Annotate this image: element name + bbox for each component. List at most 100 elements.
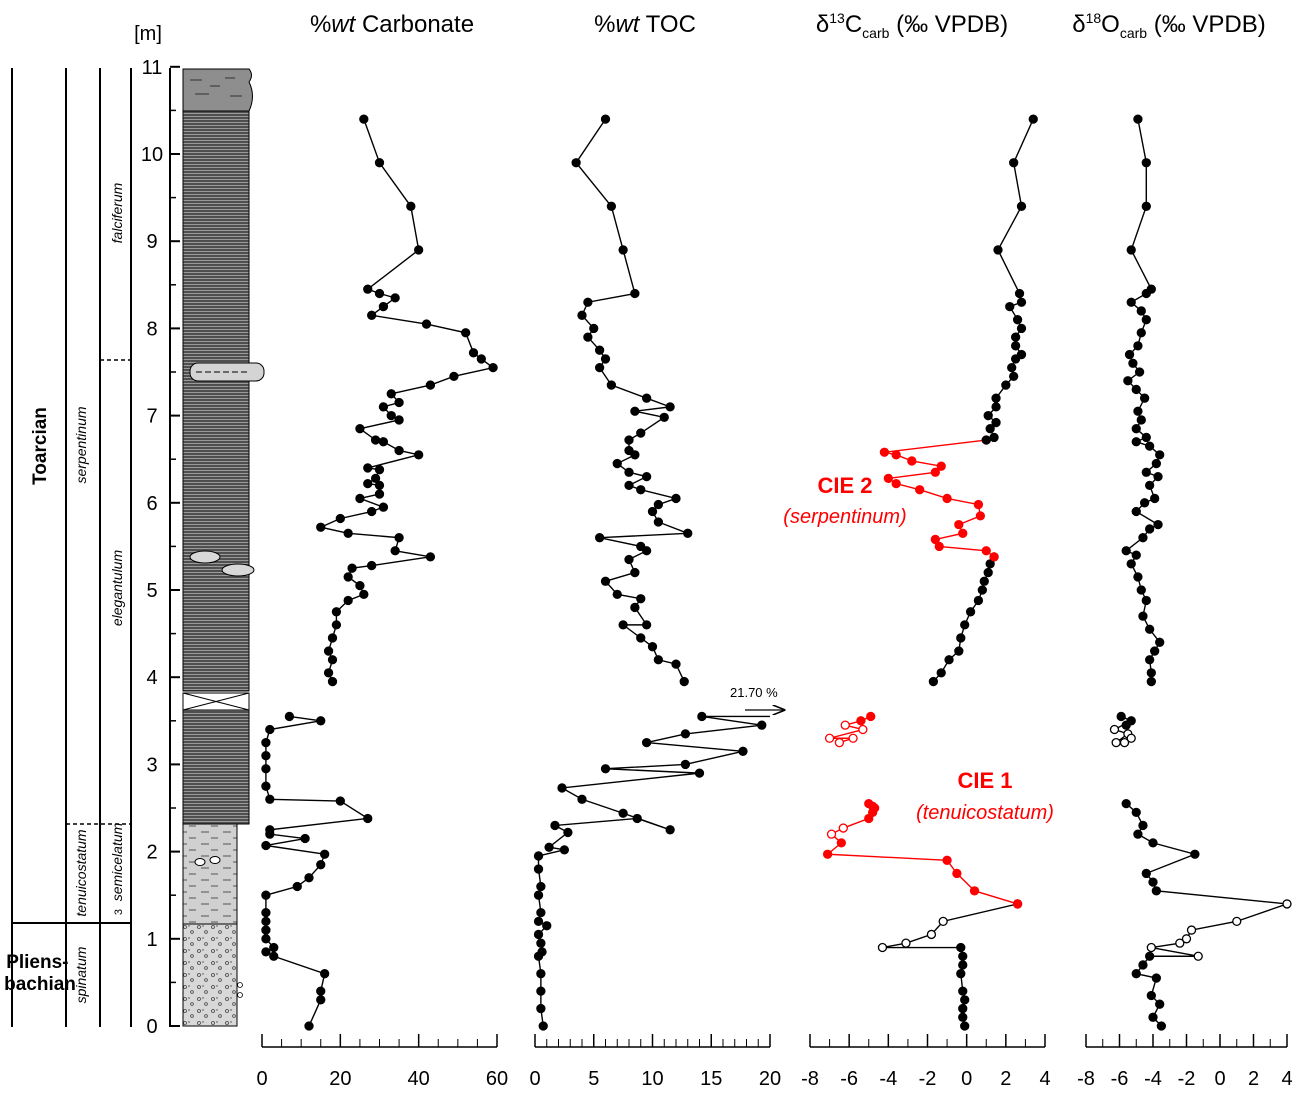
data-point [938, 916, 948, 927]
x-tick-label: 20 [329, 1068, 351, 1090]
data-point [993, 245, 1003, 255]
data-point [374, 465, 385, 475]
data-point [1150, 493, 1160, 504]
data-point [1146, 942, 1156, 953]
data-point [680, 729, 691, 739]
data-point [958, 986, 968, 996]
data-point [386, 410, 396, 421]
data-point [757, 720, 767, 730]
panel-title-toc-pct: % [594, 11, 615, 38]
data-point [840, 720, 850, 730]
data-point [1141, 868, 1151, 879]
panel-title-carbonate: %wt Carbonate [310, 11, 474, 38]
data-point [1009, 158, 1019, 168]
data-point [952, 868, 962, 879]
data-point [928, 676, 939, 687]
data-point [331, 620, 342, 630]
data-point [1155, 450, 1165, 460]
data-point [838, 823, 848, 833]
panel-title-toc-rest: TOC [639, 11, 695, 38]
data-point [536, 969, 546, 979]
data-point [1126, 559, 1136, 569]
data-point [536, 938, 546, 948]
data-point [973, 499, 984, 510]
data-point [335, 513, 345, 524]
stage-label-pliensbachian-1: Pliens- [6, 952, 68, 973]
data-point [331, 607, 342, 617]
data-point [378, 402, 389, 412]
data-point [1146, 990, 1156, 1001]
data-point [671, 659, 681, 669]
data-point [323, 668, 334, 678]
data-point [261, 764, 271, 774]
data-point [323, 646, 334, 656]
subzone-label-elegantulum: elegantulum [109, 550, 125, 627]
data-point [936, 461, 946, 471]
data-point [269, 951, 279, 961]
data-point [936, 668, 946, 678]
data-point [261, 840, 271, 851]
subzone-label-semicelatum: semicelatum [109, 822, 125, 901]
data-point [594, 345, 605, 355]
x-tick-label: 0 [961, 1068, 972, 1090]
data-point [533, 864, 544, 874]
data-point [1010, 341, 1021, 351]
data-point [1116, 711, 1126, 722]
data-point [981, 435, 991, 445]
depth-unit-label: [m] [134, 23, 162, 45]
data-point [624, 554, 634, 565]
data-point [414, 245, 424, 255]
x-tick-label: 2 [1000, 1068, 1011, 1090]
data-point [1123, 376, 1133, 386]
data-point [594, 362, 605, 373]
data-point [954, 646, 964, 656]
data-point [1133, 114, 1143, 124]
data-point [571, 158, 581, 168]
data-point [1141, 467, 1151, 477]
data-point [1010, 332, 1021, 342]
panel-title-carbonate-pct: % [310, 11, 331, 38]
data-point [537, 947, 547, 957]
data-point [378, 301, 389, 312]
data-point [958, 1003, 968, 1014]
data-point [327, 655, 338, 665]
data-point [1121, 546, 1131, 556]
data-point [641, 620, 652, 630]
data-point [915, 485, 925, 495]
data-point [653, 499, 664, 510]
data-point [600, 114, 611, 124]
data-point [891, 478, 901, 489]
data-point [476, 354, 486, 364]
data-point [542, 921, 552, 931]
data-point [1133, 406, 1143, 416]
data-point [979, 576, 989, 586]
depth-tick-label: 7 [146, 406, 157, 428]
data-point [1139, 393, 1150, 403]
data-point [1119, 737, 1130, 748]
x-tick-label: 10 [641, 1068, 663, 1090]
data-point [891, 450, 901, 460]
data-point [367, 506, 377, 517]
zone-label-serpentinum: serpentinum [73, 406, 89, 483]
data-point [956, 633, 966, 643]
data-point [370, 435, 381, 445]
data-point [665, 402, 675, 412]
data-point [991, 417, 1001, 428]
data-point [559, 845, 570, 855]
x-tick-label: -6 [840, 1068, 858, 1090]
depth-tick-label: 5 [146, 580, 157, 602]
panel-title-toc: %wt TOC [594, 11, 696, 38]
data-point [386, 389, 396, 399]
data-point [930, 467, 940, 477]
data-point [606, 380, 617, 390]
panel-title-d18o-iso: 18 [1086, 10, 1102, 26]
panel-title-d18o-sub: carb [1120, 25, 1147, 41]
data-point [834, 737, 845, 748]
lithology-log [182, 68, 265, 1027]
data-point [1139, 498, 1150, 508]
data-point [989, 552, 999, 562]
data-point [630, 288, 640, 299]
data-point [1131, 384, 1141, 395]
data-point [378, 502, 389, 512]
data-point [1121, 798, 1131, 809]
